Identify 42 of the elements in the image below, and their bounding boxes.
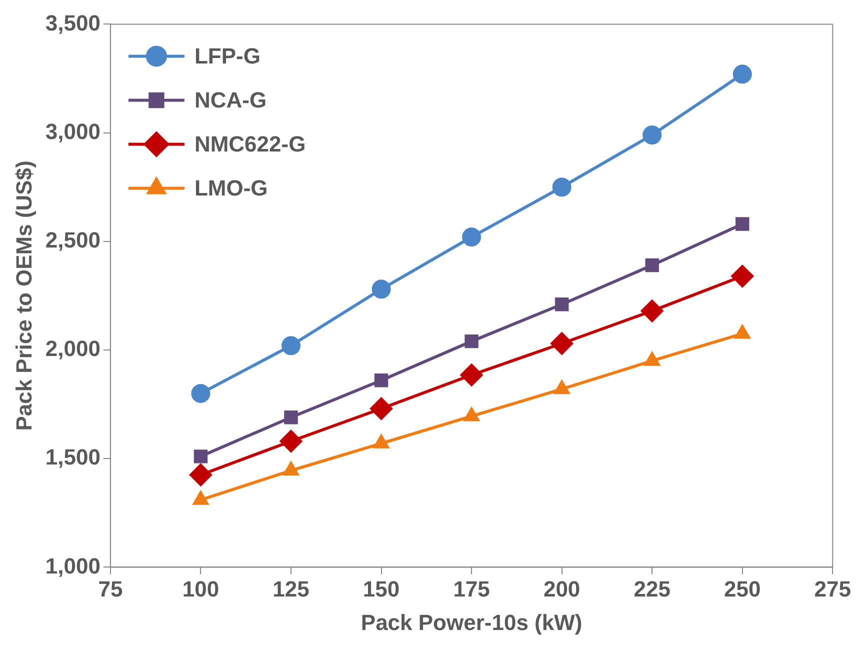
point: [640, 299, 664, 322]
x-tick-label: 150: [362, 576, 400, 602]
point: [732, 64, 752, 84]
x-tick-label: 275: [814, 576, 852, 602]
point: [280, 430, 302, 453]
point: [552, 178, 572, 197]
y-tick-label: 2,000: [45, 336, 100, 362]
x-tick-label: 200: [543, 576, 580, 602]
x-tick-label: 250: [724, 576, 761, 602]
x-tick-label: 125: [272, 576, 310, 602]
y-tick-label: 1,500: [45, 444, 100, 470]
y-tick-label: 2,500: [45, 227, 100, 252]
point: [194, 450, 208, 464]
point: [189, 463, 212, 486]
point: [284, 410, 298, 424]
y-tick-label: 3,500: [45, 10, 100, 36]
point: [460, 363, 484, 386]
y-axis-title: Pack Price to OEMs (US$): [11, 160, 36, 431]
point: [554, 298, 569, 312]
point: [374, 374, 388, 388]
point: [736, 217, 750, 231]
x-axis-title: Pack Power-10s (kW): [360, 610, 582, 635]
x-tick-label: 175: [453, 576, 490, 602]
point: [462, 228, 482, 247]
point: [370, 397, 393, 420]
legend-label: LMO-G: [194, 175, 268, 200]
point: [372, 280, 391, 299]
legend-label: NCA-G: [194, 87, 267, 112]
point: [730, 264, 754, 288]
point: [191, 384, 210, 403]
x-tick-label: 100: [182, 576, 220, 602]
point: [550, 332, 574, 355]
legend-label: NMC622-G: [194, 131, 306, 156]
point: [282, 336, 300, 356]
x-tick-label: 225: [634, 576, 670, 602]
x-tick-label: 75: [98, 576, 123, 602]
point: [642, 125, 662, 144]
point: [464, 334, 478, 348]
y-tick-label: 3,000: [45, 118, 100, 144]
y-tick-label: 1,000: [45, 553, 100, 578]
legend-label: LFP-G: [194, 43, 260, 68]
point: [645, 258, 659, 272]
